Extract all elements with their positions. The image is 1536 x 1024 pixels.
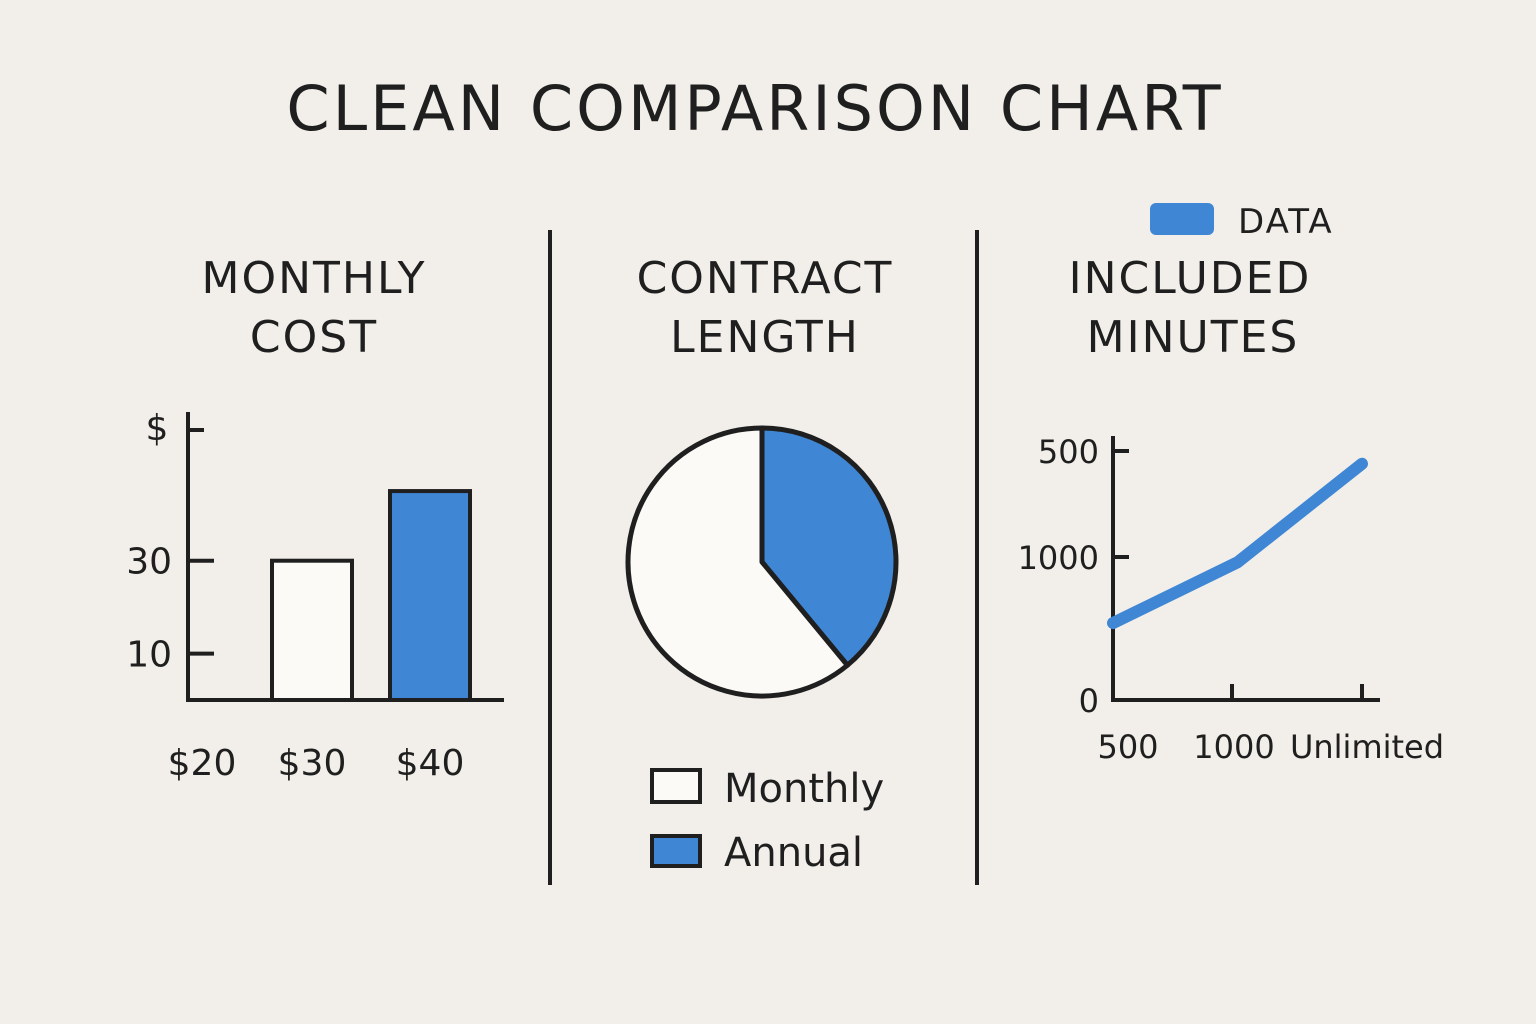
included-minutes-title-line-1: INCLUDED — [1069, 253, 1312, 304]
included-minutes-y-tick-label: 1000 — [1018, 539, 1099, 577]
monthly-cost-panel: MONTHLY COST $ 10 30 $20 $30 $40 — [126, 253, 504, 784]
included-minutes-x-tick-label: 500 — [1097, 728, 1158, 766]
contract-length-title-line-1: CONTRACT — [637, 253, 894, 304]
top-legend-label: DATA — [1238, 202, 1334, 242]
top-legend-swatch — [1150, 203, 1214, 235]
included-minutes-series-line — [1107, 457, 1368, 630]
contract-length-title-line-2: LENGTH — [670, 312, 860, 363]
contract-length-panel: CONTRACT LENGTH Monthly Annual — [625, 253, 899, 876]
included-minutes-x-tick-label: Unlimited — [1290, 728, 1444, 766]
monthly-cost-y-tick-label: 30 — [126, 542, 172, 583]
monthly-cost-title-line-1: MONTHLY — [201, 253, 426, 304]
contract-length-slice-annual — [759, 425, 899, 668]
contract-length-legend: Monthly Annual — [650, 766, 884, 876]
included-minutes-y-tick-label: 0 — [1079, 682, 1099, 720]
legend-label-annual: Annual — [724, 830, 863, 876]
chart-title: CLEAN COMPARISON CHART — [286, 72, 1223, 145]
monthly-cost-bar — [388, 489, 472, 703]
monthly-cost-title-line-2: COST — [250, 312, 378, 363]
monthly-cost-bar — [270, 558, 354, 703]
included-minutes-panel: INCLUDED MINUTES 0 1000 500 500 1000 Unlimit… — [1018, 253, 1444, 766]
top-legend: DATA — [1150, 202, 1334, 242]
monthly-cost-category-label: $20 — [168, 743, 237, 784]
monthly-cost-category-label: $40 — [396, 743, 465, 784]
monthly-cost-y-axis-label: $ — [146, 408, 169, 449]
included-minutes-x-tick-label: 1000 — [1193, 728, 1274, 766]
included-minutes-title-line-2: MINUTES — [1087, 312, 1300, 363]
included-minutes-y-tick-label: 500 — [1038, 433, 1099, 471]
legend-label-monthly: Monthly — [724, 766, 884, 812]
monthly-cost-category-label: $30 — [278, 743, 347, 784]
legend-swatch-annual — [650, 834, 702, 868]
contract-length-slice-monthly — [625, 425, 850, 699]
monthly-cost-y-tick-label: 10 — [126, 635, 172, 676]
legend-swatch-monthly — [650, 768, 702, 804]
